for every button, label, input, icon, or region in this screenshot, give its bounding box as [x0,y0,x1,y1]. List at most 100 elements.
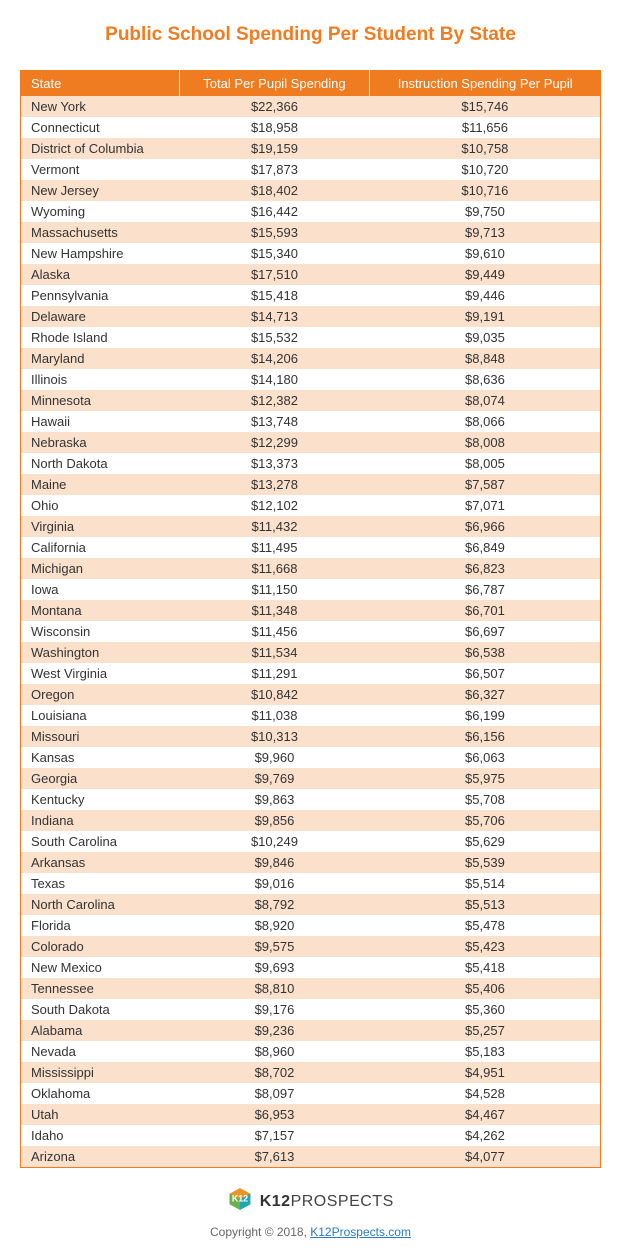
table-row: Kentucky$9,863$5,708 [21,789,601,810]
cell-instruction: $6,823 [370,558,601,579]
cell-state: Mississippi [21,1062,180,1083]
cell-total: $9,856 [179,810,370,831]
table-row: Hawaii$13,748$8,066 [21,411,601,432]
table-row: Minnesota$12,382$8,074 [21,390,601,411]
cell-total: $18,958 [179,117,370,138]
cell-instruction: $6,966 [370,516,601,537]
cell-instruction: $8,008 [370,432,601,453]
cell-total: $11,291 [179,663,370,684]
table-row: South Dakota$9,176$5,360 [21,999,601,1020]
cell-total: $9,016 [179,873,370,894]
cell-total: $14,206 [179,348,370,369]
cell-state: Indiana [21,810,180,831]
cell-total: $13,278 [179,474,370,495]
cell-state: Hawaii [21,411,180,432]
cell-total: $11,150 [179,579,370,600]
table-row: Missouri$10,313$6,156 [21,726,601,747]
copyright: Copyright © 2018, K12Prospects.com [20,1225,601,1239]
cell-instruction: $6,156 [370,726,601,747]
cell-state: Nevada [21,1041,180,1062]
table-row: Wyoming$16,442$9,750 [21,201,601,222]
cell-state: Louisiana [21,705,180,726]
cell-instruction: $6,327 [370,684,601,705]
cell-state: Idaho [21,1125,180,1146]
table-row: Iowa$11,150$6,787 [21,579,601,600]
cell-instruction: $9,713 [370,222,601,243]
cell-state: Nebraska [21,432,180,453]
table-row: District of Columbia$19,159$10,758 [21,138,601,159]
cell-state: South Dakota [21,999,180,1020]
cell-instruction: $6,507 [370,663,601,684]
brand-prefix: K12 [260,1193,291,1210]
table-row: Illinois$14,180$8,636 [21,369,601,390]
table-row: Alabama$9,236$5,257 [21,1020,601,1041]
cell-state: Massachusetts [21,222,180,243]
table-row: Michigan$11,668$6,823 [21,558,601,579]
cell-instruction: $4,951 [370,1062,601,1083]
cell-instruction: $5,706 [370,810,601,831]
cell-instruction: $6,063 [370,747,601,768]
table-row: Alaska$17,510$9,449 [21,264,601,285]
cell-instruction: $8,066 [370,411,601,432]
table-row: Vermont$17,873$10,720 [21,159,601,180]
cell-instruction: $8,005 [370,453,601,474]
cell-state: Michigan [21,558,180,579]
cell-instruction: $7,071 [370,495,601,516]
cell-total: $9,176 [179,999,370,1020]
cell-state: Vermont [21,159,180,180]
cell-state: New Jersey [21,180,180,201]
brand-logo-wrap: K12 K12PROSPECTS [227,1186,394,1217]
cell-total: $9,575 [179,936,370,957]
cell-instruction: $11,656 [370,117,601,138]
cell-state: Arizona [21,1146,180,1168]
cell-state: Oklahoma [21,1083,180,1104]
cell-total: $16,442 [179,201,370,222]
table-row: Indiana$9,856$5,706 [21,810,601,831]
cell-total: $10,842 [179,684,370,705]
cell-instruction: $10,720 [370,159,601,180]
table-row: Maine$13,278$7,587 [21,474,601,495]
svg-text:K12: K12 [232,1194,248,1204]
cell-total: $8,920 [179,915,370,936]
cell-state: North Carolina [21,894,180,915]
table-row: Connecticut$18,958$11,656 [21,117,601,138]
cell-instruction: $5,514 [370,873,601,894]
cell-state: New Mexico [21,957,180,978]
brand-suffix: PROSPECTS [291,1193,394,1210]
cell-total: $10,313 [179,726,370,747]
spending-table: State Total Per Pupil Spending Instructi… [20,70,601,1168]
cell-state: Maryland [21,348,180,369]
cell-total: $13,373 [179,453,370,474]
cell-instruction: $6,697 [370,621,601,642]
cell-instruction: $4,528 [370,1083,601,1104]
table-head: State Total Per Pupil Spending Instructi… [21,71,601,97]
table-header-row: State Total Per Pupil Spending Instructi… [21,71,601,97]
cell-instruction: $6,787 [370,579,601,600]
cell-instruction: $9,191 [370,306,601,327]
copyright-link[interactable]: K12Prospects.com [310,1225,411,1239]
cell-state: New Hampshire [21,243,180,264]
footer: K12 K12PROSPECTS Copyright © 2018, K12Pr… [20,1186,601,1239]
table-row: Utah$6,953$4,467 [21,1104,601,1125]
cell-total: $11,534 [179,642,370,663]
table-row: Florida$8,920$5,478 [21,915,601,936]
cell-total: $9,863 [179,789,370,810]
cell-instruction: $5,360 [370,999,601,1020]
cell-instruction: $4,262 [370,1125,601,1146]
table-row: Rhode Island$15,532$9,035 [21,327,601,348]
table-row: New Hampshire$15,340$9,610 [21,243,601,264]
cell-total: $8,792 [179,894,370,915]
table-row: Montana$11,348$6,701 [21,600,601,621]
cell-state: Illinois [21,369,180,390]
col-state: State [21,71,180,97]
table-row: Washington$11,534$6,538 [21,642,601,663]
cell-state: Delaware [21,306,180,327]
cell-state: Colorado [21,936,180,957]
cell-state: Kansas [21,747,180,768]
brand-logo-icon: K12 [227,1186,253,1217]
cell-total: $9,769 [179,768,370,789]
cell-instruction: $9,610 [370,243,601,264]
table-row: California$11,495$6,849 [21,537,601,558]
table-row: New Jersey$18,402$10,716 [21,180,601,201]
cell-instruction: $5,629 [370,831,601,852]
